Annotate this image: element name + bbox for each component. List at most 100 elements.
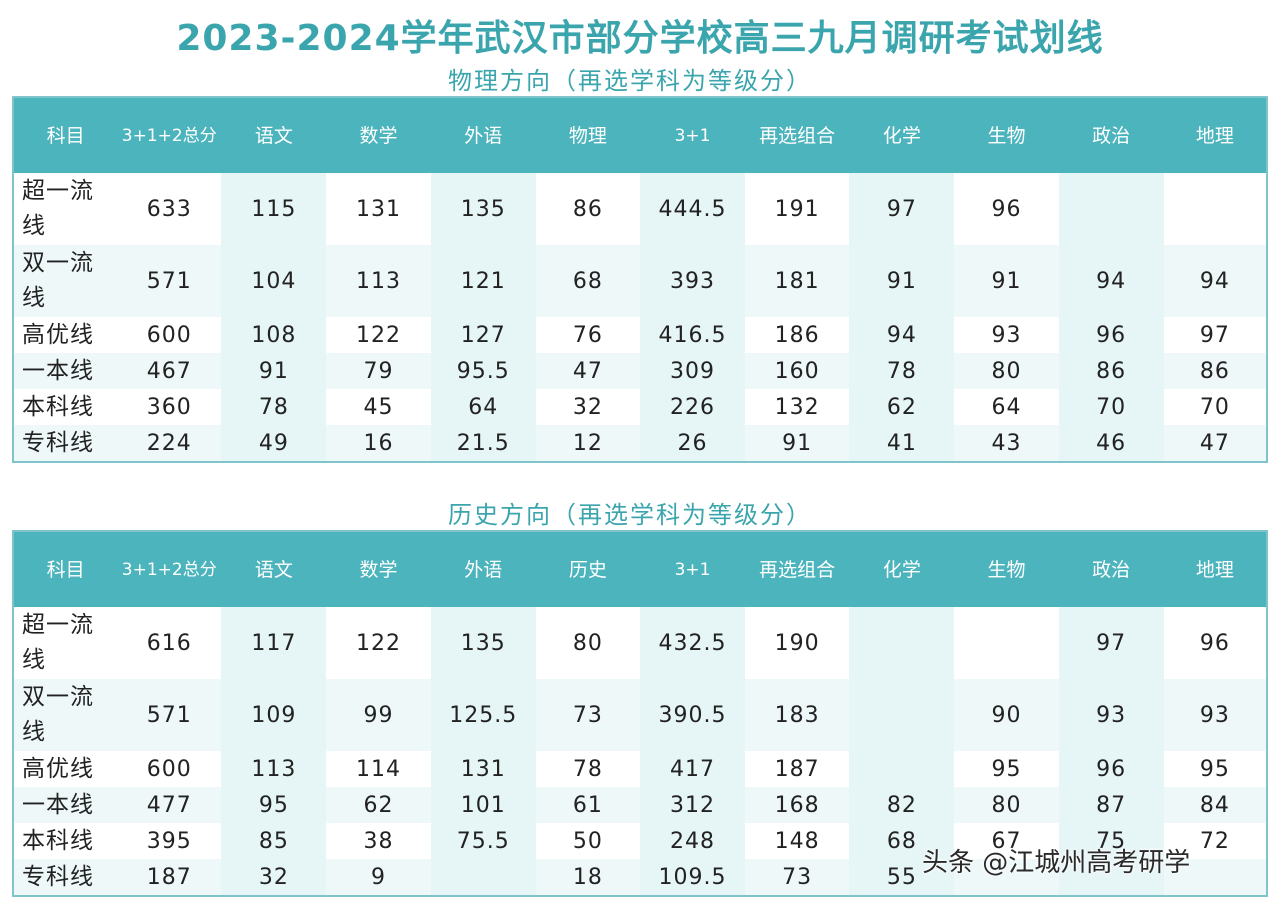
watermark: 头条 @江城州高考研学 — [922, 848, 1191, 878]
header-cell: 政治 — [1058, 531, 1164, 607]
history-score-table: 科目 3+1+2总分 语文 数学 外语 历史 3+1 再选组合 化学 生物 政治… — [12, 530, 1268, 897]
table-cell: 70 — [1163, 389, 1267, 425]
table-cell: 78 — [849, 353, 955, 389]
table-cell: 121 — [430, 245, 536, 317]
table-cell: 96 — [1163, 607, 1267, 679]
table-cell: 416.5 — [639, 317, 746, 353]
header-cell: 物理 — [535, 97, 640, 173]
table-cell: 87 — [1058, 787, 1164, 823]
table-cell: 9 — [326, 859, 431, 896]
table-cell: 18 — [535, 859, 640, 896]
table-cell: 148 — [745, 823, 850, 859]
table-row: 超一流线 616 117 122 135 80 432.5 190 97 96 — [13, 607, 1267, 679]
table-cell: 115 — [221, 173, 327, 245]
table-cell: 93 — [954, 317, 1059, 353]
table-cell: 97 — [1058, 607, 1164, 679]
table-row: 本科线 395 85 38 75.5 50 248 148 68 67 75 7… — [13, 823, 1267, 859]
table-cell: 75 — [1058, 823, 1164, 859]
table-cell: 67 — [954, 823, 1059, 859]
header-cell: 语文 — [221, 97, 327, 173]
header-cell: 地理 — [1163, 531, 1267, 607]
table-cell: 633 — [117, 173, 222, 245]
table-cell: 122 — [326, 317, 431, 353]
table-cell: 600 — [117, 317, 222, 353]
header-cell: 数学 — [326, 531, 431, 607]
physics-subtitle: 物理方向（再选学科为等级分） — [448, 67, 812, 95]
table-cell: 90 — [954, 679, 1059, 751]
table-cell: 73 — [535, 679, 640, 751]
table-cell: 32 — [535, 389, 640, 425]
header-cell: 地理 — [1163, 97, 1267, 173]
table-cell: 41 — [849, 425, 955, 462]
table-row: 高优线 600 113 114 131 78 417 187 95 96 95 — [13, 751, 1267, 787]
table-cell: 190 — [745, 607, 850, 679]
table-cell: 101 — [430, 787, 536, 823]
table-cell: 183 — [745, 679, 850, 751]
table-cell: 187 — [745, 751, 850, 787]
table-cell: 85 — [221, 823, 327, 859]
table-cell: 181 — [745, 245, 850, 317]
row-label: 超一流线 — [13, 607, 118, 679]
table-cell: 248 — [639, 823, 746, 859]
table-cell: 96 — [1058, 317, 1164, 353]
table-cell: 50 — [535, 823, 640, 859]
row-label: 高优线 — [13, 751, 118, 787]
table-cell: 393 — [639, 245, 746, 317]
header-row: 科目 3+1+2总分 语文 数学 外语 历史 3+1 再选组合 化学 生物 政治… — [13, 531, 1267, 607]
header-cell: 化学 — [849, 531, 955, 607]
table-cell: 80 — [954, 787, 1059, 823]
table-cell: 21.5 — [430, 425, 536, 462]
table-row: 双一流线 571 104 113 121 68 393 181 91 91 94… — [13, 245, 1267, 317]
table-cell: 417 — [639, 751, 746, 787]
header-cell: 语文 — [221, 531, 327, 607]
row-label: 一本线 — [13, 787, 118, 823]
row-label: 本科线 — [13, 389, 118, 425]
header-cell: 3+1 — [639, 97, 746, 173]
row-label: 专科线 — [13, 859, 118, 896]
header-cell: 生物 — [954, 97, 1059, 173]
table-cell: 49 — [221, 425, 327, 462]
table-cell — [1163, 173, 1267, 245]
header-cell: 3+1+2总分 — [117, 97, 222, 173]
header-cell: 化学 — [849, 97, 955, 173]
row-label: 双一流线 — [13, 245, 118, 317]
table-cell: 72 — [1163, 823, 1267, 859]
table-cell: 160 — [745, 353, 850, 389]
table-cell: 32 — [221, 859, 327, 896]
table-cell: 91 — [745, 425, 850, 462]
table-cell: 186 — [745, 317, 850, 353]
row-label: 高优线 — [13, 317, 118, 353]
table-cell: 99 — [326, 679, 431, 751]
table-cell: 616 — [117, 607, 222, 679]
physics-score-table: 科目 3+1+2总分 语文 数学 外语 物理 3+1 再选组合 化学 生物 政治… — [12, 96, 1268, 463]
table-cell: 132 — [745, 389, 850, 425]
table-cell: 113 — [326, 245, 431, 317]
table-row: 高优线 600 108 122 127 76 416.5 186 94 93 9… — [13, 317, 1267, 353]
table-cell: 390.5 — [639, 679, 746, 751]
table-row: 专科线 224 49 16 21.5 12 26 91 41 43 46 47 — [13, 425, 1267, 462]
table-cell: 43 — [954, 425, 1059, 462]
table-cell: 95.5 — [430, 353, 536, 389]
table-cell: 122 — [326, 607, 431, 679]
table-cell: 61 — [535, 787, 640, 823]
table-cell — [849, 607, 955, 679]
row-label: 双一流线 — [13, 679, 118, 751]
table-cell: 224 — [117, 425, 222, 462]
table-cell: 79 — [326, 353, 431, 389]
table-cell — [849, 679, 955, 751]
table-cell: 135 — [430, 173, 536, 245]
table-cell: 108 — [221, 317, 327, 353]
table-cell: 91 — [954, 245, 1059, 317]
table-cell: 86 — [1058, 353, 1164, 389]
header-cell: 外语 — [430, 531, 536, 607]
table-cell: 68 — [849, 823, 955, 859]
table-cell: 395 — [117, 823, 222, 859]
table-cell: 80 — [535, 607, 640, 679]
header-row: 科目 3+1+2总分 语文 数学 外语 物理 3+1 再选组合 化学 生物 政治… — [13, 97, 1267, 173]
table-cell: 64 — [954, 389, 1059, 425]
table-cell: 94 — [1163, 245, 1267, 317]
table-cell: 226 — [639, 389, 746, 425]
table-cell: 82 — [849, 787, 955, 823]
header-cell: 外语 — [430, 97, 536, 173]
table-row: 一本线 477 95 62 101 61 312 168 82 80 87 84 — [13, 787, 1267, 823]
